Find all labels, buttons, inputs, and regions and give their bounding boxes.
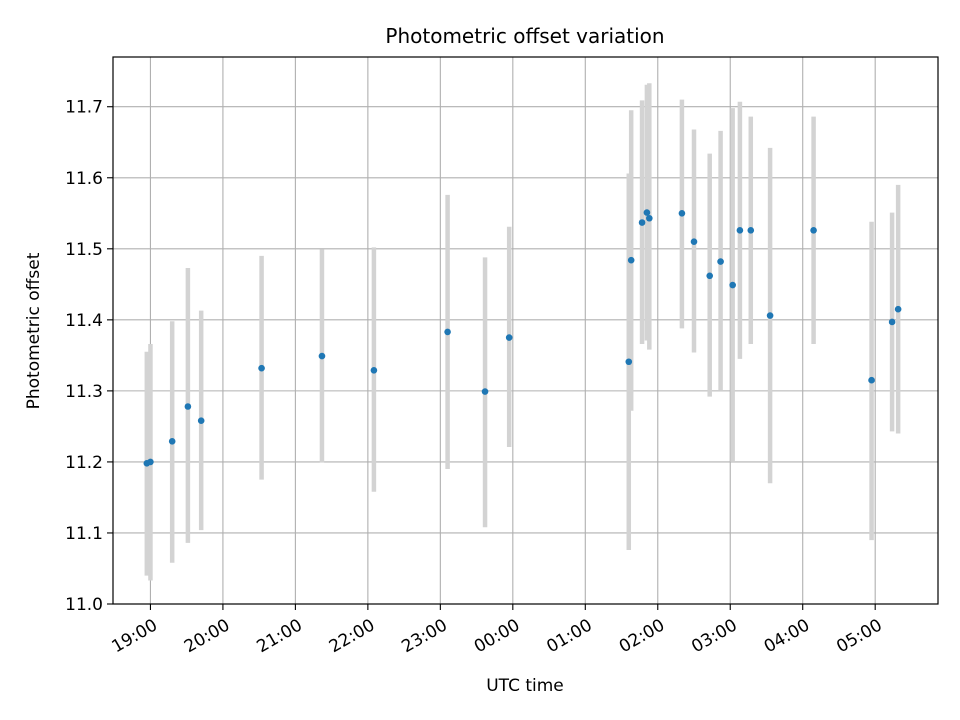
data-point [168, 438, 176, 445]
y-tick-label: 11.4 [65, 311, 103, 331]
data-point [197, 417, 205, 425]
data-points [143, 209, 902, 467]
data-point [868, 376, 875, 384]
data-point [894, 305, 902, 313]
data-point [690, 238, 698, 246]
x-axis-label: UTC time [486, 676, 564, 696]
data-point [444, 328, 451, 336]
data-point [370, 366, 378, 374]
y-axis-ticks: 11.0 11.1 11.2 11.3 11.4 11.5 11.6 11.7 [65, 98, 113, 615]
data-point [638, 219, 646, 226]
data-point [627, 256, 635, 264]
chart-title: Photometric offset variation [385, 24, 664, 48]
data-point [184, 403, 192, 410]
y-tick-label: 11.7 [65, 98, 103, 118]
data-point [736, 227, 744, 234]
data-point [810, 227, 817, 234]
data-point [678, 209, 686, 217]
y-tick-label: 11.1 [65, 524, 103, 544]
data-point [625, 358, 633, 366]
data-point [729, 281, 736, 289]
y-axis-label: Photometric offset [24, 252, 44, 409]
data-point [505, 334, 513, 341]
data-point [318, 352, 326, 360]
data-point [706, 272, 714, 280]
data-point [717, 258, 724, 265]
y-tick-label: 11.5 [65, 240, 103, 260]
y-tick-label: 11.2 [65, 453, 103, 473]
data-point [147, 458, 154, 466]
y-tick-label: 11.0 [65, 595, 103, 615]
data-point [258, 364, 265, 372]
data-point [481, 388, 489, 395]
data-point [646, 214, 653, 222]
data-point [747, 227, 755, 234]
data-point [643, 209, 651, 216]
data-point [888, 318, 896, 326]
y-tick-label: 11.6 [65, 169, 103, 189]
y-tick-label: 11.3 [65, 382, 103, 402]
data-point [766, 312, 774, 319]
plot-area-frame [112, 56, 939, 605]
